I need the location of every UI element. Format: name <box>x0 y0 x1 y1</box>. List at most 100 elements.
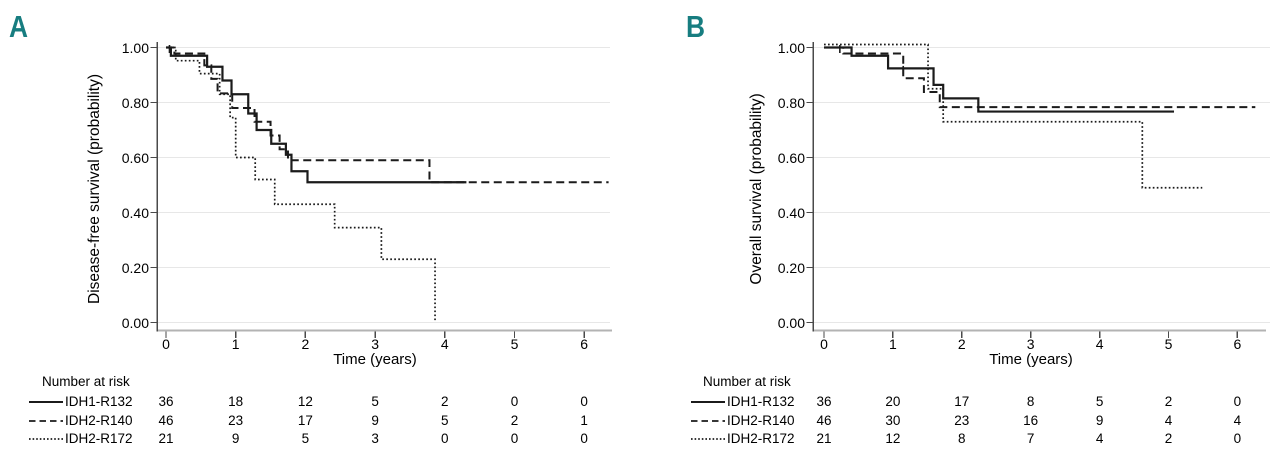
panel-b-y-tick-label: 0.40 <box>777 204 805 221</box>
panel-b-risk-count: 21 <box>816 430 832 446</box>
panel-b-y-axis-title: Overall survival (probability) <box>748 93 765 285</box>
panel-a-risk-count: 0 <box>580 430 588 446</box>
panel-b-risk-count: 4 <box>1233 412 1242 428</box>
panel-b-y-tick-label: 0.80 <box>777 94 805 111</box>
panel-a-y-tick-label: 0.40 <box>121 204 149 221</box>
panel-b-risk-count: 0 <box>1233 430 1242 446</box>
panel-b-risk-series-label: IDH2-R172 <box>727 430 795 446</box>
panel-a-x-axis-title: Time (years) <box>333 351 417 368</box>
panel-b-curve-idh2-r140 <box>824 46 1256 109</box>
panel-b-risk-series-label: IDH2-R140 <box>727 412 795 428</box>
panel-a-risk-count: 0 <box>510 430 519 446</box>
panel-a-risk-count: 1 <box>580 412 588 428</box>
panel-a-risk-row-idh2-r140: IDH2-R140 46 23 17 9 5 2 1 <box>0 413 1280 429</box>
panel-a-curve-idh2-r140 <box>166 46 609 184</box>
panel-a-risk-row-idh1-r132: IDH1-R132 36 18 12 5 2 0 0 <box>0 394 1280 410</box>
panel-b-risk-row-idh2-r140: IDH2-R140 46 30 23 16 9 4 4 <box>0 413 1280 429</box>
solid-line-sample-icon <box>29 401 63 403</box>
panel-b-x-tick-label: 4 <box>1095 336 1104 352</box>
panel-a-letter: A <box>9 9 28 44</box>
dotted-line-sample-icon <box>691 437 725 440</box>
panel-a-curve-idh1-r132 <box>166 46 467 184</box>
panel-b-plot-area <box>806 42 1270 338</box>
panel-b-risk-count: 8 <box>958 430 966 446</box>
panel-b-risk-count: 36 <box>816 394 832 409</box>
panel-a-risk-count: 21 <box>158 430 174 446</box>
panel-b-x-tick-label: 1 <box>888 336 897 352</box>
panel-b-risk-count: 9 <box>1095 412 1104 428</box>
panel-b-curve-idh1-r132 <box>824 46 1175 113</box>
panel-b-risk-count: 46 <box>816 412 832 428</box>
panel-a-y-tick-label: 0.20 <box>121 259 149 276</box>
panel-a-risk-count: 9 <box>371 412 379 428</box>
panel-b-risk-table-header: Number at risk <box>703 374 791 389</box>
panel-b-risk-count: 4 <box>1164 412 1173 428</box>
panel-a-risk-count: 5 <box>441 412 449 428</box>
panel-a-risk-count: 9 <box>231 430 240 446</box>
panel-a-risk-count: 17 <box>297 412 313 428</box>
panel-a-x-tick-label: 0 <box>162 336 170 352</box>
panel-a-risk-count: 18 <box>228 394 244 409</box>
panel-b-x-axis-title: Time (years) <box>989 351 1073 368</box>
panel-a-risk-count: 0 <box>441 430 449 446</box>
panel-b-risk-count: 20 <box>885 394 901 409</box>
panel-a-risk-count: 46 <box>158 412 174 428</box>
solid-line-sample-icon <box>691 401 725 403</box>
panel-a-plot-area <box>150 42 612 338</box>
panel-b-curve-idh2-r172 <box>824 43 1203 189</box>
panel-a-risk-count: 5 <box>301 430 310 446</box>
panel-a-y-axis-title: Disease-free survival (probability) <box>86 74 103 304</box>
panel-b-y-tick-label: 0.00 <box>777 314 805 331</box>
panel-b-risk-count: 2 <box>1164 394 1173 409</box>
panel-a-risk-count: 2 <box>441 394 449 409</box>
panel-a-x-tick-label: 5 <box>510 336 519 352</box>
panel-a-y-tick-label: 0.80 <box>121 94 149 111</box>
dashed-line-sample-icon <box>29 419 63 422</box>
dashed-line-sample-icon <box>691 419 725 422</box>
panel-a-x-tick-label: 4 <box>440 336 449 352</box>
panel-b-risk-count: 16 <box>1023 412 1039 428</box>
panel-b-risk-row-idh1-r132: IDH1-R132 36 20 17 8 5 2 0 <box>0 394 1280 410</box>
panel-b-x-tick-label: 2 <box>957 336 966 352</box>
panel-b-risk-count: 8 <box>1026 394 1035 409</box>
panel-b-y-tick-label: 1.00 <box>777 39 805 56</box>
panel-a-risk-count: 0 <box>510 394 519 409</box>
panel-a-x-tick-label: 6 <box>580 336 589 352</box>
panel-b-risk-count: 23 <box>954 412 970 428</box>
panel-b-risk-count: 4 <box>1095 430 1104 446</box>
panel-a-risk-count: 36 <box>158 394 174 409</box>
panel-a-y-tick-label: 0.00 <box>121 314 149 331</box>
panel-a-x-tick-label: 1 <box>231 336 240 352</box>
panel-b-risk-row-idh2-r172: IDH2-R172 21 12 8 7 4 2 0 <box>0 431 1280 447</box>
panel-a-risk-count: 0 <box>580 394 588 409</box>
panel-a-y-tick-label: 1.00 <box>121 39 149 56</box>
panel-b-risk-count: 5 <box>1095 394 1104 409</box>
panel-b-x-tick-label: 3 <box>1026 336 1035 352</box>
panel-b-x-tick-label: 6 <box>1233 336 1242 352</box>
panel-a-x-tick-label: 3 <box>371 336 379 352</box>
panel-b-x-tick-label: 0 <box>820 336 828 352</box>
panel-a-curve-idh2-r172 <box>166 46 436 323</box>
panel-a-risk-series-label: IDH2-R140 <box>65 412 133 428</box>
panel-b-risk-count: 12 <box>885 430 901 446</box>
panel-b-risk-count: 30 <box>885 412 901 428</box>
panel-a-risk-table-header: Number at risk <box>42 374 130 389</box>
panel-a-risk-series-label: IDH1-R132 <box>65 394 133 409</box>
panel-b-risk-count: 2 <box>1164 430 1173 446</box>
panel-b-risk-count: 7 <box>1026 430 1035 446</box>
panel-a-risk-count: 5 <box>371 394 379 409</box>
panel-b-y-tick-label: 0.20 <box>777 259 805 276</box>
panel-b-letter: B <box>686 9 705 44</box>
panel-b-risk-count: 0 <box>1233 394 1242 409</box>
panel-a-risk-count: 23 <box>228 412 244 428</box>
panel-b-risk-count: 17 <box>954 394 970 409</box>
panel-b-risk-series-label: IDH1-R132 <box>727 394 795 409</box>
panel-b-x-tick-label: 5 <box>1164 336 1173 352</box>
panel-b-y-tick-label: 0.60 <box>777 149 805 166</box>
panel-a-risk-series-label: IDH2-R172 <box>65 430 133 446</box>
panel-a-risk-count: 12 <box>297 394 313 409</box>
panel-a-risk-row-idh2-r172: IDH2-R172 21 9 5 3 0 0 0 <box>0 431 1280 447</box>
panel-a-risk-count: 2 <box>510 412 519 428</box>
panel-a-x-tick-label: 2 <box>301 336 310 352</box>
